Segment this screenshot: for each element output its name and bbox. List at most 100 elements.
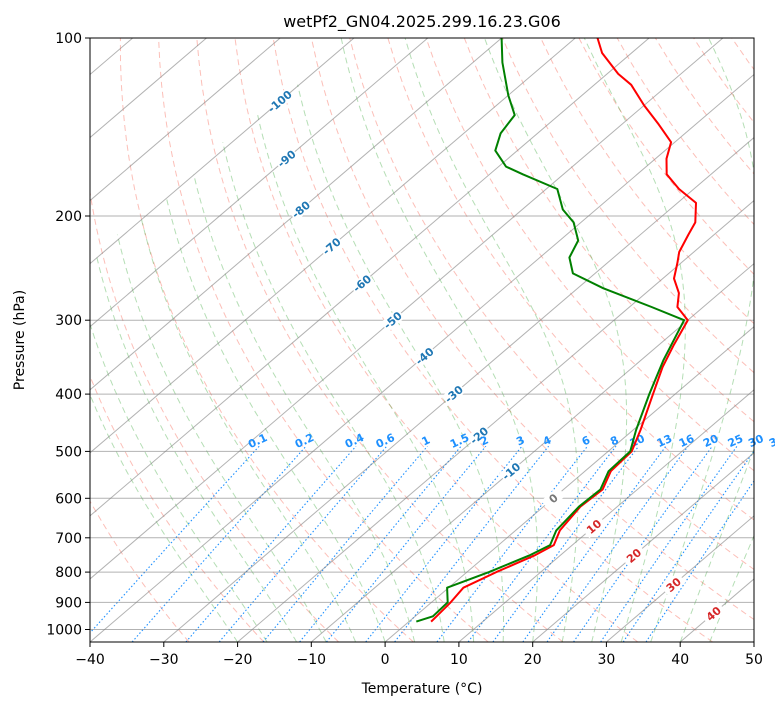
mixing-ratio-line — [131, 445, 307, 642]
dry-adiabat — [540, 38, 754, 325]
isotherm-line — [753, 641, 754, 642]
mixing-ratio-label: 0.2 — [293, 431, 316, 451]
mixing-ratio-line — [365, 445, 523, 642]
chart-title: wetPf2_GN04.2025.299.16.23.G06 — [283, 12, 561, 32]
isotherm-line — [237, 199, 754, 642]
y-tick-label: 1000 — [46, 623, 82, 639]
mixing-ratio-line — [467, 445, 617, 642]
dry-adiabat — [770, 38, 775, 642]
y-tick-label: 800 — [55, 565, 82, 581]
x-axis-label: Temperature (°C) — [361, 681, 483, 697]
mixing-ratio-label: 3 — [514, 434, 526, 449]
isotherm-line — [679, 578, 754, 642]
moist-adiabat — [297, 84, 504, 642]
x-tick-label: −40 — [75, 652, 105, 668]
dry-adiabat — [90, 374, 265, 642]
isotherm-line — [163, 136, 754, 642]
dry-adiabat — [90, 500, 190, 642]
mixing-ratio-line — [546, 445, 689, 642]
mixing-ratio-label: 0.1 — [246, 431, 269, 451]
isotherm-line — [90, 38, 355, 265]
moist-adiabat — [679, 447, 754, 642]
dry-adiabat — [310, 38, 754, 621]
mixing-ratio-label: 8 — [608, 434, 620, 449]
x-axis: −40 −30 −20 −10 0 10 20 30 40 50 — [75, 642, 763, 668]
mixing-ratio-label: 13 — [655, 432, 674, 450]
mixing-ratio-label: 36 — [767, 432, 775, 450]
dry-adiabat — [234, 38, 639, 642]
moist-adiabat — [165, 195, 386, 642]
moist-adiabat — [222, 142, 445, 642]
y-tick-label: 200 — [55, 209, 82, 225]
moist-adiabat — [116, 234, 327, 642]
temperature-profile — [430, 38, 697, 623]
moist-adiabat — [257, 114, 475, 642]
dewpoint-profile — [415, 38, 686, 623]
mixing-ratio-line — [436, 445, 588, 642]
x-tick-label: 30 — [597, 652, 615, 668]
mixing-ratio-label: 6 — [580, 433, 593, 448]
mixing-ratio-line — [90, 445, 260, 634]
dry-adiabat — [90, 189, 339, 642]
moist-adiabat — [96, 257, 298, 642]
x-tick-label: −30 — [149, 652, 179, 668]
mixing-ratio-line — [394, 445, 550, 642]
mixing-ratio-line — [325, 445, 487, 642]
dry-adiabat — [158, 38, 489, 642]
mixing-ratio-line — [622, 450, 754, 642]
moist-adiabat — [484, 38, 628, 642]
isotherm-line — [310, 262, 754, 642]
x-tick-label: 0 — [381, 652, 390, 668]
isotherm-line — [90, 38, 502, 391]
isotherm-line — [90, 38, 281, 202]
mixing-ratio-line — [185, 445, 357, 642]
mixing-ratio-line — [218, 445, 388, 642]
isotherm-line — [90, 73, 754, 642]
mixing-ratio-line — [600, 445, 738, 642]
y-axis: 100 200 300 400 500 600 700 800 900 1000 — [46, 31, 90, 639]
y-tick-label: 100 — [55, 31, 82, 47]
isotherm-line — [606, 515, 754, 642]
mixing-ratio-line — [522, 445, 667, 642]
x-tick-label: 40 — [671, 652, 689, 668]
isotherm-line — [90, 38, 429, 328]
y-tick-label: 300 — [55, 313, 82, 329]
y-axis-label: Pressure (hPa) — [12, 290, 28, 390]
moist-adiabat — [140, 215, 357, 642]
x-tick-label: 50 — [745, 652, 763, 668]
x-tick-label: −10 — [297, 652, 327, 668]
dry-adiabat — [196, 38, 564, 642]
y-tick-label: 600 — [55, 491, 82, 507]
dry-adiabat — [349, 38, 754, 571]
dry-adiabat — [463, 38, 754, 423]
x-tick-label: 10 — [450, 652, 468, 668]
mixing-ratio-label: 1 — [420, 434, 432, 449]
mixing-ratio-line — [262, 445, 428, 642]
moist-adiabat — [709, 534, 754, 642]
mixing-ratio-label: 30 — [746, 432, 766, 450]
mixing-ratio-label: 0.4 — [343, 431, 366, 451]
moist-adiabat — [404, 38, 579, 642]
isotherm-line — [532, 452, 754, 642]
moist-adiabat — [90, 322, 268, 642]
isotherm-line — [90, 38, 650, 517]
x-tick-label: 20 — [524, 652, 542, 668]
y-tick-label: 500 — [55, 444, 82, 460]
mixing-ratio-line — [645, 480, 754, 642]
mixing-ratio-label: 25 — [726, 432, 745, 450]
y-tick-label: 900 — [55, 595, 82, 611]
y-tick-label: 700 — [55, 531, 82, 547]
isotherm-line — [458, 389, 754, 642]
moist-adiabat — [583, 38, 686, 642]
y-tick-label: 400 — [55, 387, 82, 403]
mixing-ratio-label: 4 — [541, 433, 554, 448]
mixing-ratio-label: 0.6 — [374, 431, 397, 451]
mixing-ratio-label: 16 — [677, 432, 697, 450]
plot-frame — [89, 37, 755, 643]
isotherm-line — [90, 38, 724, 580]
isotherm-line — [90, 38, 576, 454]
mixing-ratio-label: 20 — [701, 432, 721, 450]
x-tick-label: −20 — [223, 652, 253, 668]
isotherm-line — [90, 38, 207, 139]
